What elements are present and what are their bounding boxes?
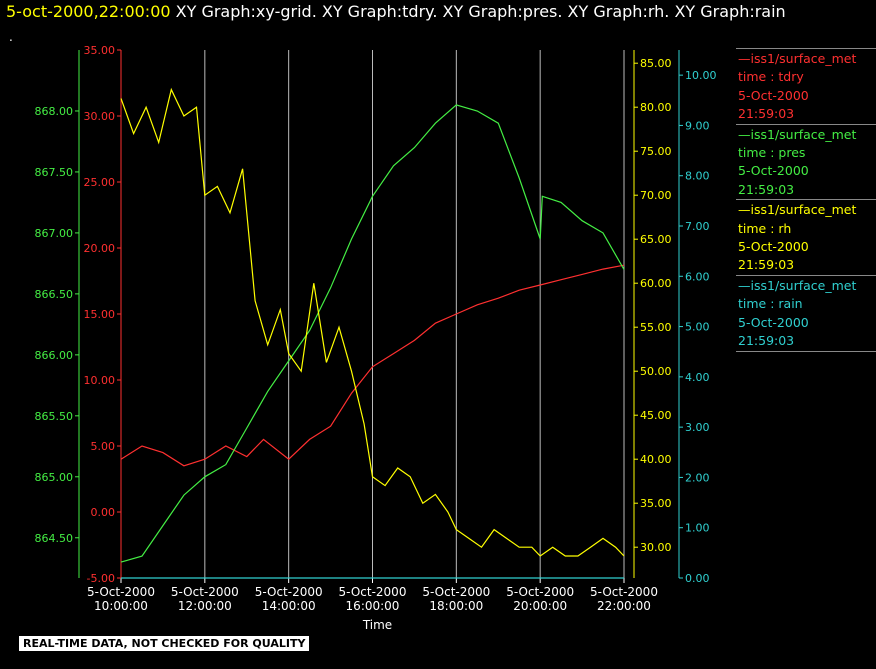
series-rh-line — [120, 87, 625, 557]
pres-tick-label: 866.50 — [35, 288, 74, 301]
legend-time: 21:59:03 — [738, 181, 795, 197]
rh-tick-label: 70.00 — [640, 189, 672, 202]
rh-tick-label: 50.00 — [640, 365, 672, 378]
legend-source: —iss1/surface_met — [738, 277, 857, 293]
rh-tick-label: 65.00 — [640, 233, 672, 246]
x-tick-date: 5-Oct-2000 — [87, 585, 155, 599]
tdry-tick-label: 35.00 — [84, 44, 116, 57]
rh-tick-label: 75.00 — [640, 145, 672, 158]
legend-var: time : tdry — [738, 69, 804, 85]
legend-entry-tdry: —iss1/surface_met time : tdry 5-Oct-2000… — [736, 48, 876, 124]
legend-time: 21:59:03 — [738, 333, 795, 349]
legend-var: time : pres — [738, 145, 806, 161]
tdry-tick-label: 30.00 — [84, 110, 116, 123]
quality-notice: REAL-TIME DATA, NOT CHECKED FOR QUALITY — [19, 636, 310, 651]
rain-tick-label: 7.00 — [685, 220, 710, 233]
x-tick-time: 16:00:00 — [346, 599, 400, 613]
rain-tick-label: 10.00 — [685, 69, 717, 82]
rh-tick-label: 80.00 — [640, 101, 672, 114]
header-graphs: XY Graph:xy-grid. XY Graph:tdry. XY Grap… — [170, 2, 786, 21]
series-tdry-line — [120, 264, 625, 467]
x-tick-time: 18:00:00 — [429, 599, 483, 613]
rh-tick-label: 30.00 — [640, 541, 672, 554]
x-tick-time: 22:00:00 — [597, 599, 651, 613]
legend-entry-pres: —iss1/surface_met time : pres 5-Oct-2000… — [736, 123, 876, 200]
legend-date: 5-Oct-2000 — [738, 314, 809, 330]
x-tick-time: 12:00:00 — [178, 599, 232, 613]
tdry-tick-label: 20.00 — [84, 242, 116, 255]
pres-tick-label: 865.50 — [35, 410, 74, 423]
x-tick-time: 20:00:00 — [513, 599, 567, 613]
x-tick-date: 5-Oct-2000 — [339, 585, 407, 599]
tdry-tick-label: 15.00 — [84, 308, 116, 321]
legend-date: 5-Oct-2000 — [738, 239, 809, 255]
pres-tick-label: 865.00 — [35, 471, 74, 484]
legend-var: time : rh — [738, 220, 792, 236]
legend-var: time : rain — [738, 296, 803, 312]
x-tick-date: 5-Oct-2000 — [506, 585, 574, 599]
pres-tick-label: 864.50 — [35, 532, 74, 545]
legend-source: —iss1/surface_met — [738, 126, 857, 142]
x-tick-date: 5-Oct-2000 — [590, 585, 658, 599]
pres-tick-label: 868.00 — [35, 105, 74, 118]
pres-tick-label: 867.00 — [35, 227, 74, 240]
rain-tick-label: 6.00 — [685, 270, 710, 283]
legend-date: 5-Oct-2000 — [738, 87, 809, 103]
legend-time: 21:59:03 — [738, 106, 795, 122]
rh-tick-label: 40.00 — [640, 453, 672, 466]
header-timestamp: 5-oct-2000,22:00:00 — [6, 2, 171, 21]
tdry-tick-label: 5.00 — [91, 440, 116, 453]
pres-tick-label: 867.50 — [35, 166, 74, 179]
rain-tick-label: 0.00 — [685, 572, 710, 585]
rh-tick-label: 85.00 — [640, 57, 672, 70]
rh-tick-label: 60.00 — [640, 277, 672, 290]
legend: —iss1/surface_met time : tdry 5-Oct-2000… — [736, 48, 876, 352]
rain-tick-label: 4.00 — [685, 371, 710, 384]
rh-tick-label: 45.00 — [640, 409, 672, 422]
x-axis-label: Time — [362, 618, 392, 632]
tdry-tick-label: -5.00 — [87, 572, 115, 585]
rain-tick-label: 9.00 — [685, 119, 710, 132]
header-title: 5-oct-2000,22:00:00 XY Graph:xy-grid. XY… — [6, 2, 786, 21]
legend-source: —iss1/surface_met — [738, 202, 857, 218]
x-tick-date: 5-Oct-2000 — [255, 585, 323, 599]
rain-tick-label: 8.00 — [685, 170, 710, 183]
x-tick-time: 14:00:00 — [262, 599, 316, 613]
legend-time: 21:59:03 — [738, 257, 795, 273]
rh-tick-label: 55.00 — [640, 321, 672, 334]
rh-tick-label: 35.00 — [640, 497, 672, 510]
rain-tick-label: 5.00 — [685, 321, 710, 334]
tdry-tick-label: 0.00 — [91, 506, 116, 519]
legend-entry-rh: —iss1/surface_met time : rh 5-Oct-2000 2… — [736, 199, 876, 275]
pres-tick-label: 866.00 — [35, 349, 74, 362]
rain-tick-label: 1.00 — [685, 522, 710, 535]
legend-date: 5-Oct-2000 — [738, 163, 809, 179]
legend-entry-rain: —iss1/surface_met time : rain 5-Oct-2000… — [736, 274, 876, 352]
x-tick-time: 10:00:00 — [94, 599, 148, 613]
x-tick-date: 5-Oct-2000 — [422, 585, 490, 599]
header-dot: . — [9, 30, 13, 44]
tdry-tick-label: 10.00 — [84, 374, 116, 387]
x-tick-date: 5-Oct-2000 — [171, 585, 239, 599]
series-pres-line — [120, 104, 625, 563]
legend-source: —iss1/surface_met — [738, 51, 857, 66]
tdry-tick-label: 25.00 — [84, 176, 116, 189]
rain-tick-label: 3.00 — [685, 421, 710, 434]
rain-tick-label: 2.00 — [685, 471, 710, 484]
